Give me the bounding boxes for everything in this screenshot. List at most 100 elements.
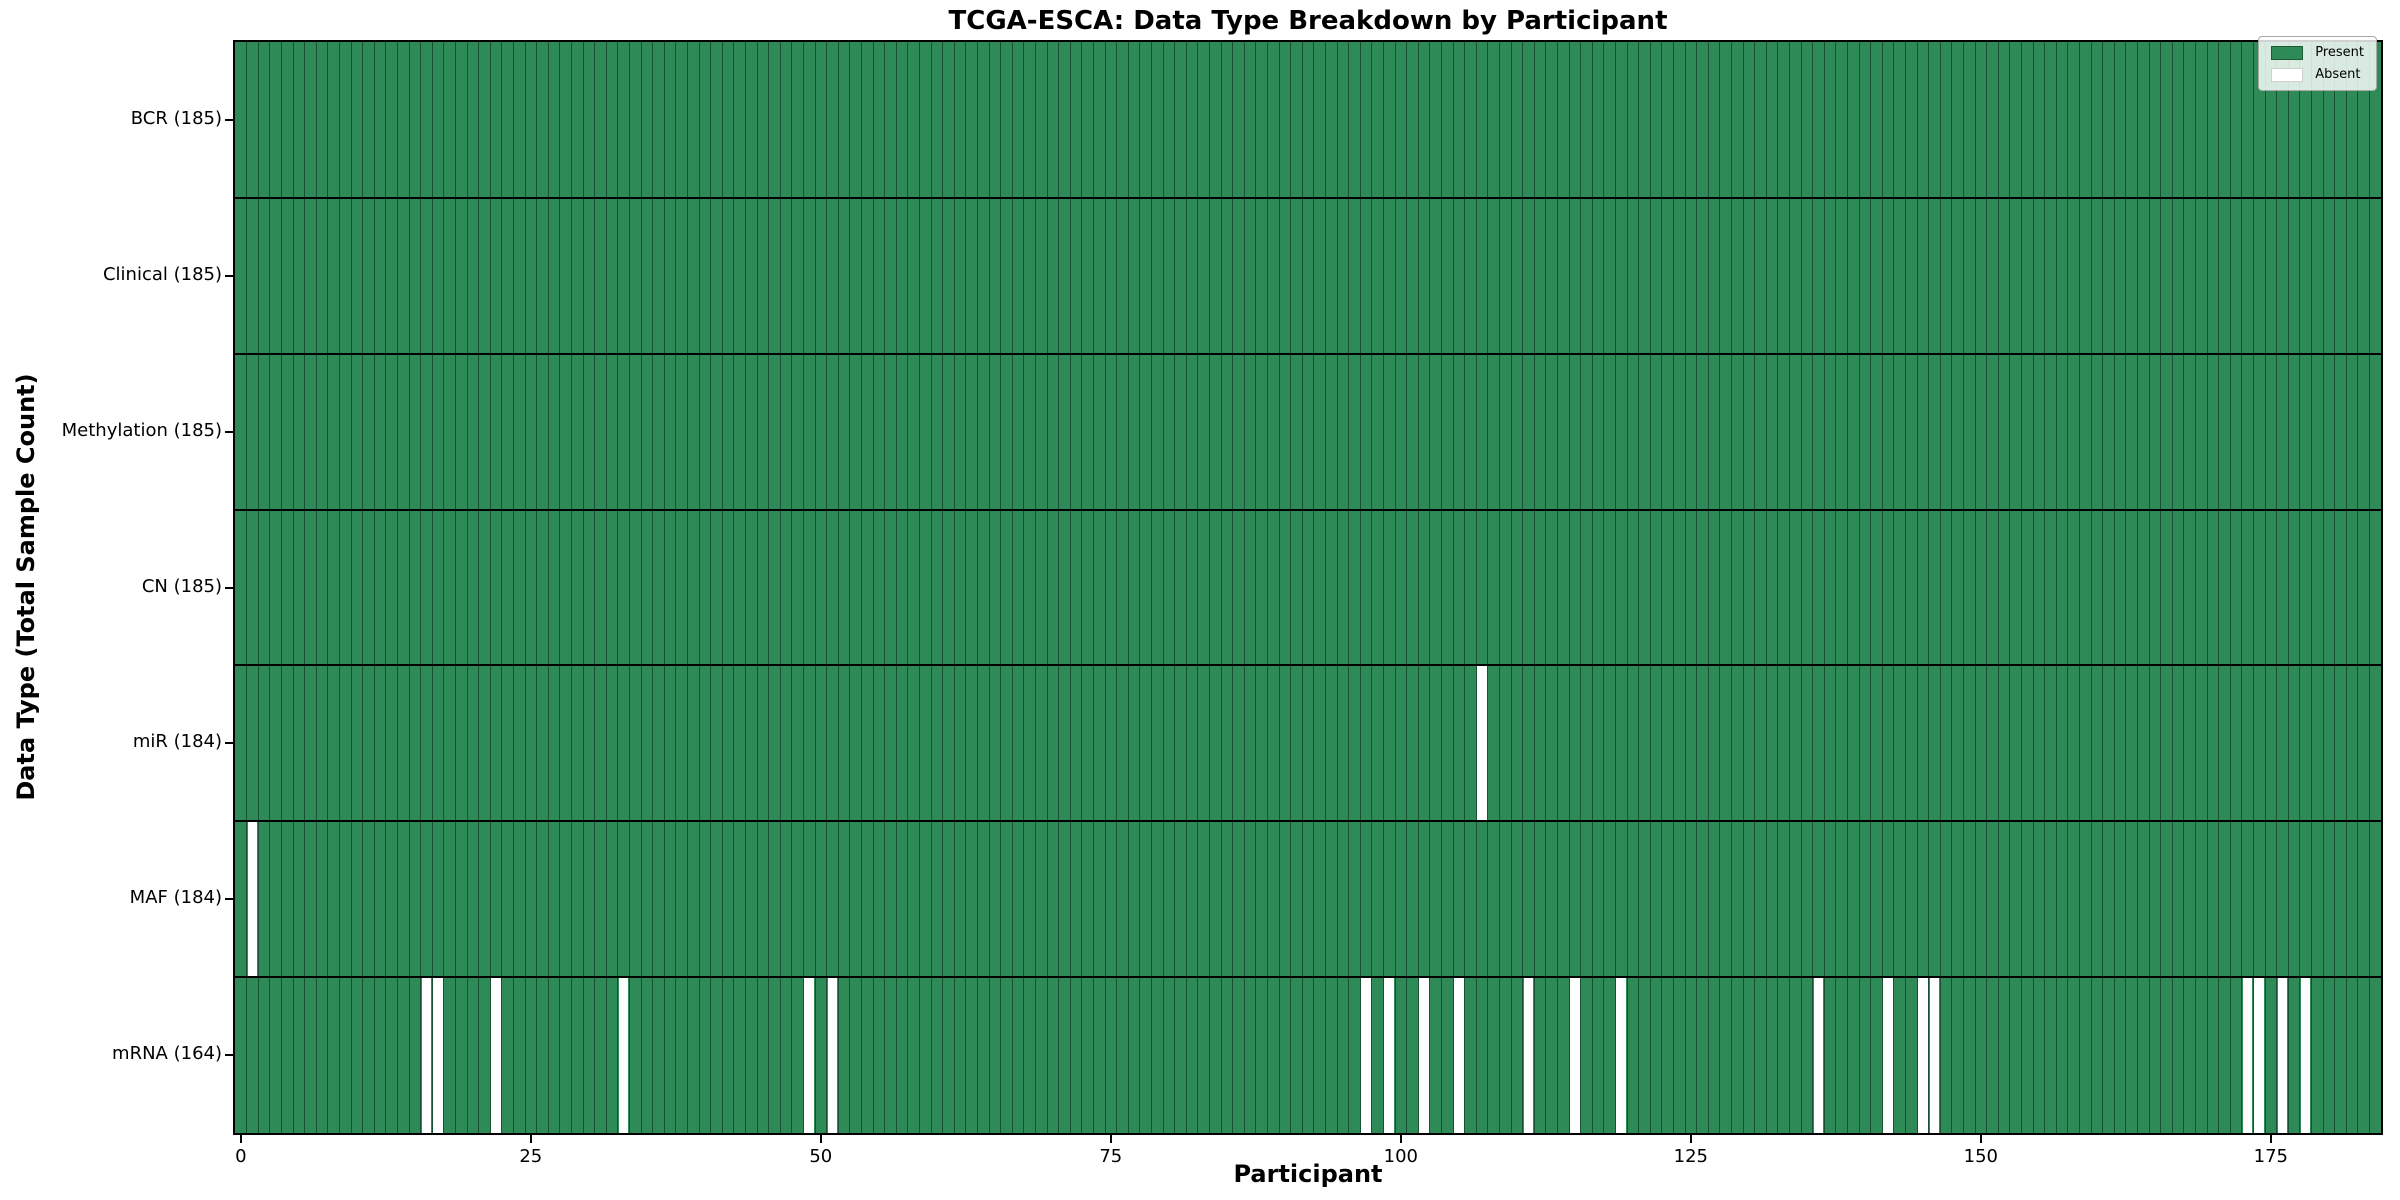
grid-line: [559, 42, 561, 1133]
grid-line: [269, 42, 271, 1133]
grid-line: [605, 42, 607, 1133]
grid-line: [1150, 42, 1152, 1133]
grid-line: [1777, 42, 1779, 1133]
grid-line: [1069, 42, 1071, 1133]
grid-line: [1591, 42, 1593, 1133]
grid-line: [1788, 42, 1790, 1133]
grid-line: [454, 42, 456, 1133]
absent-cell-mRNA-146: [1929, 977, 1940, 1133]
x-tick: [1399, 1135, 1402, 1143]
grid-line: [1638, 42, 1640, 1133]
grid-line: [1812, 42, 1814, 1133]
grid-line: [1046, 42, 1048, 1133]
grid-line: [466, 42, 468, 1133]
grid-line: [1951, 42, 1953, 1133]
grid-line: [837, 42, 839, 1133]
grid-line: [1556, 42, 1558, 1133]
grid-line: [698, 42, 700, 1133]
absent-cell-mRNA-22: [491, 977, 501, 1133]
row-separator: [235, 976, 2381, 979]
grid-line: [1174, 42, 1176, 1133]
absent-cell-mRNA-102: [1419, 977, 1429, 1133]
absent-cell-mRNA-17: [433, 977, 443, 1133]
grid-line: [1023, 42, 1025, 1133]
legend: Present Absent: [2258, 36, 2377, 91]
grid-line: [1290, 42, 1292, 1133]
grid-line: [2322, 42, 2324, 1133]
grid-line: [1034, 42, 1036, 1133]
grid-line: [1904, 42, 1906, 1133]
grid-line: [1568, 42, 1570, 1133]
grid-line: [2357, 42, 2359, 1133]
grid-line: [2148, 42, 2150, 1133]
grid-line: [1522, 42, 1524, 1133]
grid-line: [1800, 42, 1802, 1133]
x-tick-label: 125: [1673, 1146, 1708, 1167]
grid-line: [1580, 42, 1582, 1133]
grid-line: [1232, 42, 1234, 1133]
grid-line: [1997, 42, 1999, 1133]
grid-line: [2310, 42, 2312, 1133]
grid-line: [1730, 42, 1732, 1133]
grid-line: [768, 42, 770, 1133]
chart-title: TCGA-ESCA: Data Type Breakdown by Partic…: [948, 6, 1668, 36]
row-label-MAF: MAF (184): [129, 887, 222, 909]
grid-line: [420, 42, 422, 1133]
legend-swatch-absent: [2271, 67, 2304, 82]
grid-line: [1510, 42, 1512, 1133]
grid-line: [547, 42, 549, 1133]
grid-line: [930, 42, 932, 1133]
grid-line: [1858, 42, 1860, 1133]
grid-line: [652, 42, 654, 1133]
x-tick-label: 0: [235, 1146, 247, 1167]
grid-line: [582, 42, 584, 1133]
grid-line: [2276, 42, 2278, 1133]
grid-line: [907, 42, 909, 1133]
grid-line: [292, 42, 294, 1133]
grid-line: [942, 42, 944, 1133]
grid-line: [779, 42, 781, 1133]
legend-item-present: Present: [2271, 45, 2364, 60]
grid-line: [1893, 42, 1895, 1133]
grid-line: [338, 42, 340, 1133]
grid-line: [1986, 42, 1988, 1133]
grid-line: [2044, 42, 2046, 1133]
grid-line: [257, 42, 259, 1133]
grid-line: [1058, 42, 1060, 1133]
grid-line: [1440, 42, 1442, 1133]
grid-line: [385, 42, 387, 1133]
grid-line: [280, 42, 282, 1133]
grid-line: [1881, 42, 1883, 1133]
y-tick: [225, 1054, 233, 1057]
row-separator: [235, 352, 2381, 355]
grid-line: [918, 42, 920, 1133]
grid-line: [2160, 42, 2162, 1133]
absent-cell-mRNA-145: [1918, 977, 1928, 1133]
grid-line: [2334, 42, 2336, 1133]
grid-line: [1127, 42, 1129, 1133]
grid-line: [1371, 42, 1373, 1133]
row-separator: [235, 664, 2381, 667]
grid-line: [1394, 42, 1396, 1133]
y-tick: [225, 586, 233, 589]
grid-line: [872, 42, 874, 1133]
grid-line: [1475, 42, 1477, 1133]
x-tick: [239, 1135, 242, 1143]
grid-line: [1684, 42, 1686, 1133]
grid-line: [2113, 42, 2115, 1133]
grid-line: [2229, 42, 2231, 1133]
absent-cell-mRNA-119: [1616, 977, 1626, 1133]
grid-line: [1672, 42, 1674, 1133]
x-axis-label: Participant: [1233, 1160, 1383, 1188]
grid-line: [373, 42, 375, 1133]
grid-line: [512, 42, 514, 1133]
grid-line: [501, 42, 503, 1133]
grid-line: [1081, 42, 1083, 1133]
grid-line: [304, 42, 306, 1133]
grid-line: [443, 42, 445, 1133]
legend-label: Absent: [2315, 67, 2361, 82]
absent-cell-mRNA-16: [421, 977, 432, 1133]
grid-line: [1139, 42, 1141, 1133]
absent-cell-MAF-1: [247, 821, 258, 978]
grid-line: [1348, 42, 1350, 1133]
